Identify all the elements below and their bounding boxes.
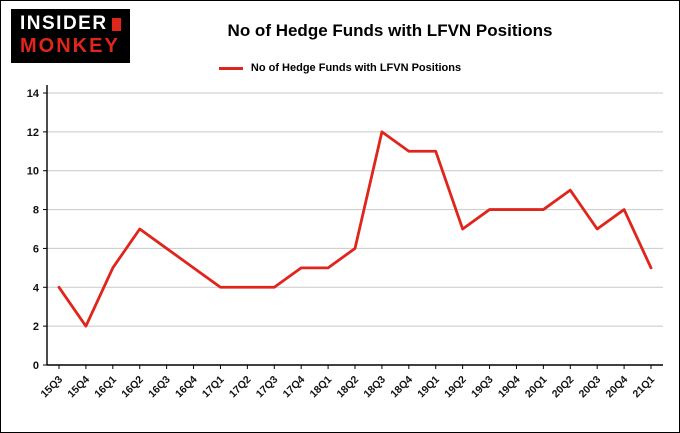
svg-text:18Q2: 18Q2 [334,374,361,401]
svg-text:16Q3: 16Q3 [146,374,173,401]
svg-text:15Q4: 15Q4 [65,374,92,401]
svg-text:17Q3: 17Q3 [254,374,281,401]
svg-text:19Q1: 19Q1 [415,374,442,401]
svg-text:10: 10 [27,166,39,178]
svg-text:18Q1: 18Q1 [308,374,335,401]
svg-text:19Q4: 19Q4 [496,374,523,401]
svg-text:17Q2: 17Q2 [227,374,254,401]
svg-text:19Q3: 19Q3 [469,374,496,401]
chart-legend: No of Hedge Funds with LFVN Positions [1,62,679,74]
legend-label: No of Hedge Funds with LFVN Positions [250,62,462,74]
svg-text:21Q1: 21Q1 [630,374,657,401]
svg-text:14: 14 [27,88,40,100]
svg-text:18Q3: 18Q3 [361,374,388,401]
svg-text:12: 12 [27,127,39,139]
svg-text:20Q3: 20Q3 [577,374,604,401]
logo-line-insider: INSIDER [20,13,121,35]
svg-text:0: 0 [33,360,39,372]
logo-text-monkey: MONKEY [20,34,120,57]
svg-text:18Q4: 18Q4 [388,374,415,401]
svg-text:17Q4: 17Q4 [281,374,308,401]
svg-text:20Q1: 20Q1 [523,374,550,401]
svg-text:16Q2: 16Q2 [119,374,146,401]
svg-text:19Q2: 19Q2 [442,374,469,401]
legend-line-swatch [218,66,243,70]
svg-text:20Q2: 20Q2 [550,374,577,401]
chart-title: No of Hedge Funds with LFVN Positions [227,21,553,40]
svg-text:16Q4: 16Q4 [173,374,200,401]
svg-text:16Q1: 16Q1 [92,374,119,401]
logo-text-insider: INSIDER [20,13,108,34]
svg-text:2: 2 [33,321,39,333]
svg-text:20Q4: 20Q4 [604,374,631,401]
svg-text:17Q1: 17Q1 [200,374,227,401]
svg-text:4: 4 [33,282,40,294]
svg-text:8: 8 [33,205,39,217]
svg-text:6: 6 [33,243,39,255]
logo-flag-icon [111,17,121,31]
svg-text:15Q3: 15Q3 [38,374,65,401]
insider-monkey-logo: INSIDER MONKEY [11,9,130,63]
